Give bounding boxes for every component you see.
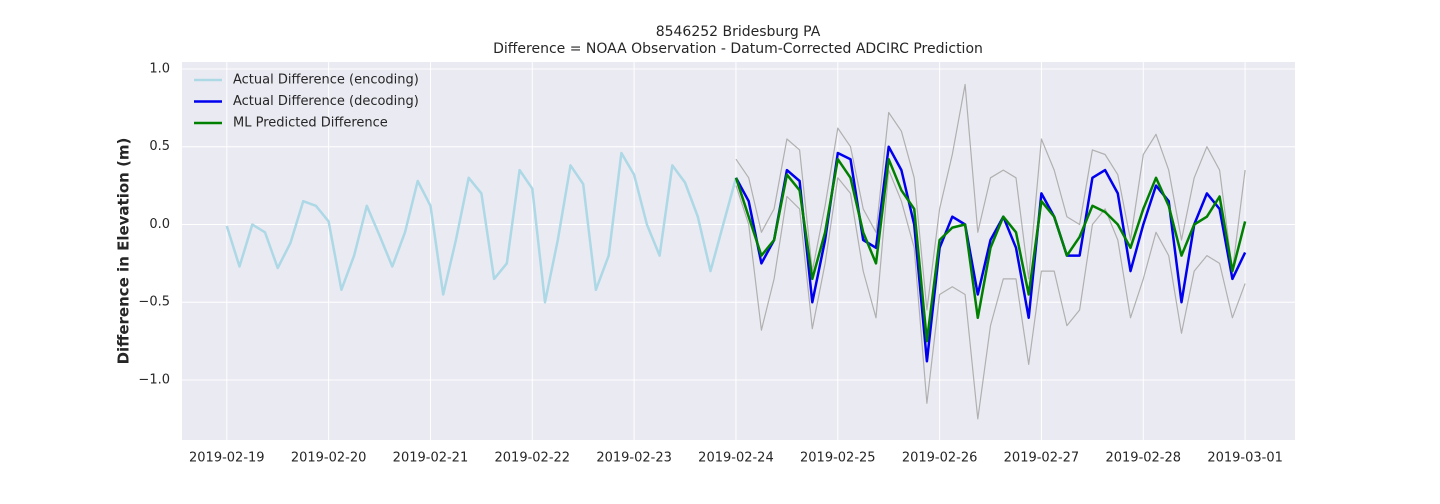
y-tick-label: −1.0 — [138, 372, 170, 387]
y-tick-label: 0.0 — [149, 217, 170, 232]
x-tick-label: 2019-03-01 — [1207, 451, 1283, 466]
y-tick-label: 0.5 — [149, 139, 170, 154]
x-tick-label: 2019-02-19 — [189, 451, 265, 466]
series-line — [225, 151, 738, 304]
y-tick-label: −0.5 — [138, 295, 170, 310]
x-tick-label: 2019-02-23 — [596, 451, 672, 466]
x-tick-label: 2019-02-21 — [393, 451, 469, 466]
y-tick-label: 1.0 — [149, 61, 170, 76]
plot-area — [182, 62, 1295, 440]
series-line — [735, 83, 1246, 311]
chart-subtitle: Difference = NOAA Observation - Datum-Co… — [493, 41, 983, 57]
series-line — [734, 145, 1247, 363]
x-tick-label: 2019-02-20 — [291, 451, 367, 466]
x-tick-label: 2019-02-22 — [495, 451, 571, 466]
y-axis-label: Difference in Elevation (m) — [115, 138, 133, 365]
x-tick-label: 2019-02-28 — [1105, 451, 1181, 466]
legend-label: ML Predicted Difference — [233, 116, 388, 131]
x-tick-label: 2019-02-26 — [902, 451, 978, 466]
legend-label: Actual Difference (decoding) — [233, 94, 419, 109]
chart-title: 8546252 Bridesburg PA — [656, 24, 821, 40]
legend-label: Actual Difference (encoding) — [233, 73, 419, 88]
x-tick-label: 2019-02-24 — [698, 451, 774, 466]
series-line — [735, 169, 1246, 420]
series-line — [734, 157, 1247, 343]
x-tick-label: 2019-02-25 — [800, 451, 876, 466]
x-tick-label: 2019-02-27 — [1004, 451, 1080, 466]
